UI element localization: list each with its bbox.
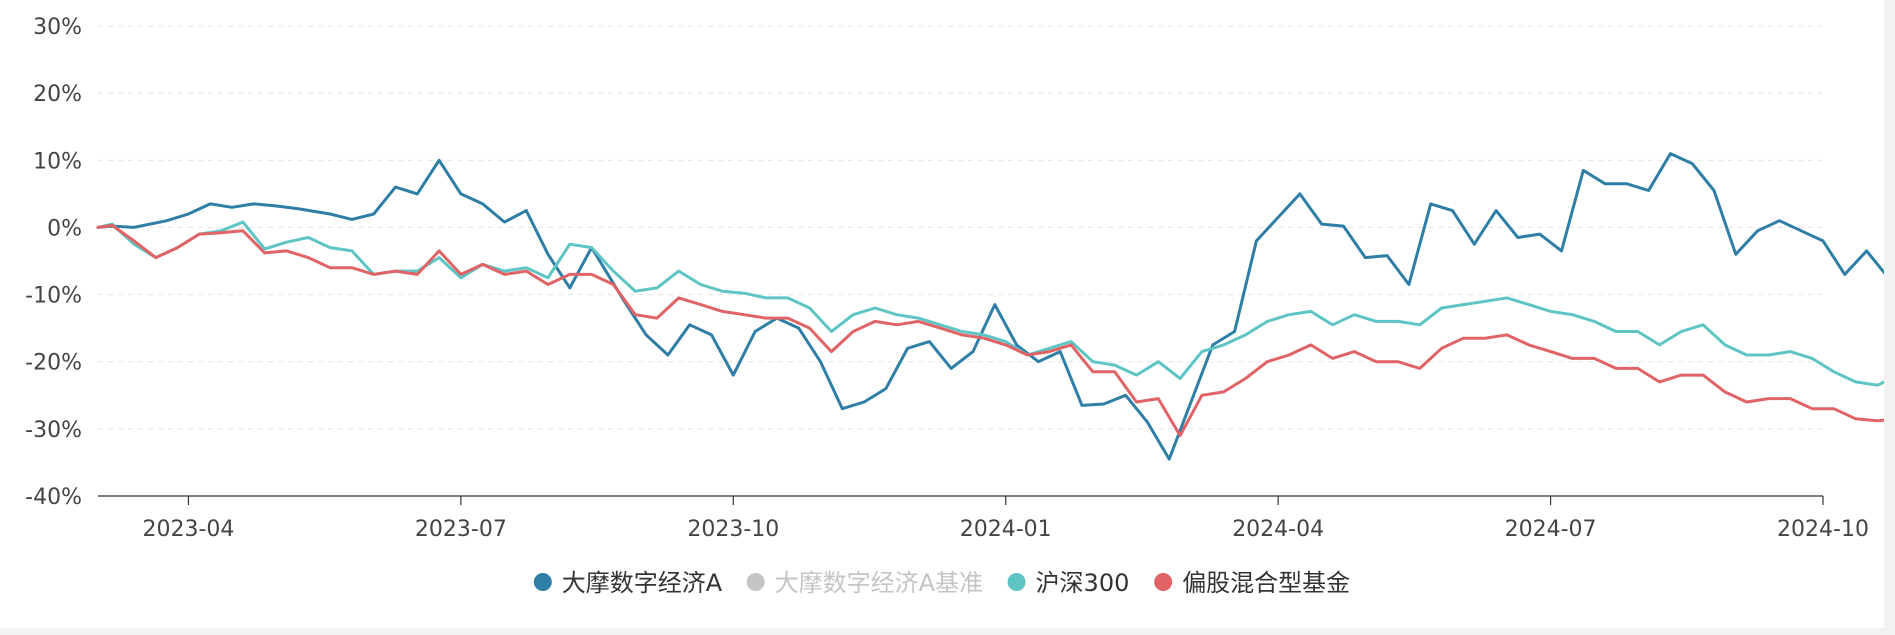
legend-marker [533, 573, 552, 591]
series-line-2 [96, 220, 1884, 387]
legend-marker [1154, 573, 1173, 591]
y-tick-label: -30% [25, 418, 82, 443]
x-tick-label: 2023-07 [415, 517, 507, 542]
x-tick-label: 2023-04 [142, 517, 234, 542]
y-tick-label: 30% [33, 15, 82, 40]
legend-label: 沪深300 [1036, 569, 1130, 597]
y-tick-label: 10% [33, 149, 82, 174]
series-lines [96, 152, 1884, 461]
y-tick-label: -20% [25, 351, 82, 376]
x-tick-label: 2024-04 [1232, 517, 1324, 542]
x-tick-label: 2024-10 [1777, 517, 1869, 542]
x-tick-label: 2024-07 [1505, 517, 1597, 542]
x-tick-label: 2023-10 [687, 517, 779, 542]
legend-item-2[interactable]: 沪深300 [1007, 569, 1130, 597]
grid-lines [98, 25, 1823, 430]
series-line-0 [96, 152, 1884, 461]
series-line-3 [96, 223, 1884, 438]
legend-item-1[interactable]: 大摩数字经济A基准 [746, 569, 983, 597]
legend-marker [746, 573, 765, 591]
legend-item-3[interactable]: 偏股混合型基金 [1154, 569, 1350, 597]
x-axis: 2023-04 2023-07 2023-10 2024-01 2024-04 2024-… [98, 495, 1869, 542]
legend-label: 大摩数字经济A基准 [775, 569, 983, 597]
y-tick-label: -40% [25, 485, 82, 510]
x-tick-label: 2024-01 [960, 517, 1052, 542]
y-tick-label: 20% [33, 82, 82, 107]
legend-label: 大摩数字经济A [562, 569, 723, 597]
y-tick-label: 0% [47, 216, 82, 241]
legend-marker [1007, 573, 1026, 591]
y-tick-label: -10% [25, 284, 82, 309]
legend: 大摩数字经济A 大摩数字经济A基准 沪深300 偏股混合型基金 [533, 569, 1350, 597]
legend-label: 偏股混合型基金 [1182, 569, 1350, 597]
legend-item-0[interactable]: 大摩数字经济A [533, 569, 723, 597]
y-axis-ticks: 30% 20% 10% 0% -10% -20% -30% -40% [25, 15, 82, 510]
